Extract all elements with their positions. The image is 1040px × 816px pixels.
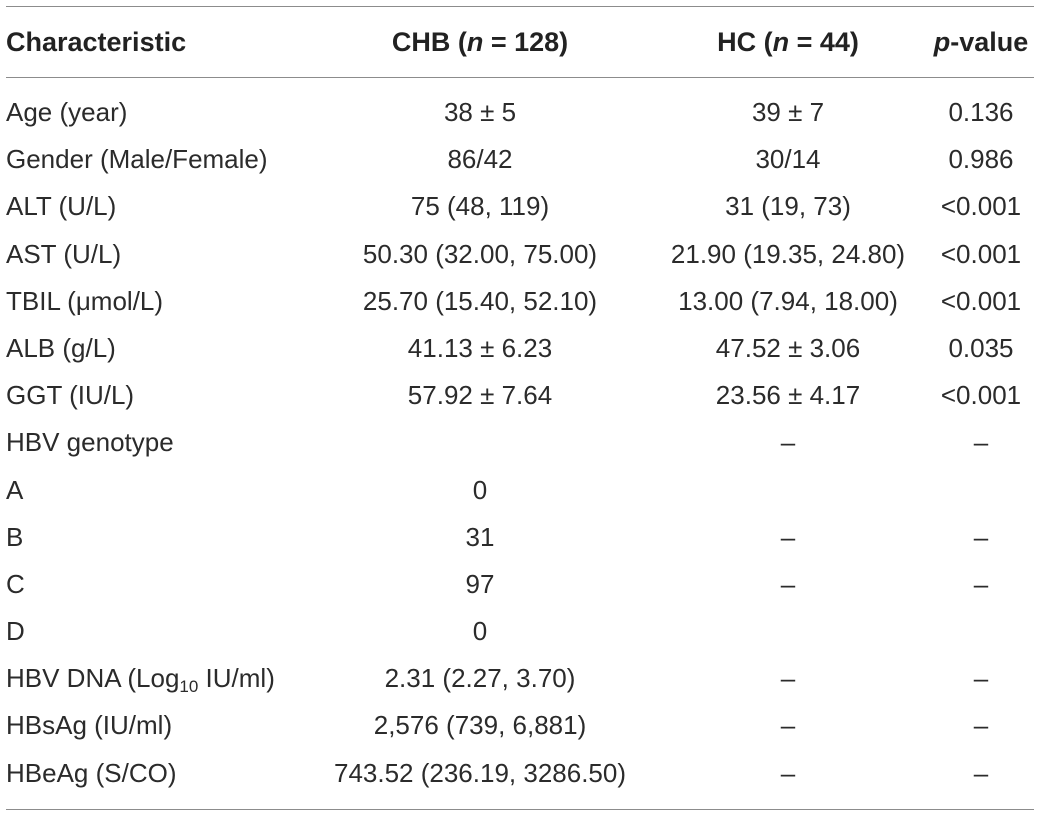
cell-hc: – (780, 663, 796, 694)
cell-characteristic: HBsAg (IU/ml) (6, 710, 173, 741)
header-p-value: p-value (928, 7, 1034, 77)
cell-chb: 743.52 (236.19, 3286.50) (333, 757, 627, 788)
cell-chb: 86/42 (447, 144, 513, 175)
header-hc-prefix: HC ( (717, 27, 773, 57)
header-chb-n: n (466, 27, 484, 57)
table-row: A 0 (0, 467, 1040, 514)
table-row: B 31 – – (0, 514, 1040, 561)
header-chb-prefix: CHB ( (391, 27, 467, 57)
cell-chb: 57.92 ± 7.64 (407, 380, 553, 411)
cell-characteristic-subscript: 10 (179, 677, 199, 697)
table-row: Age (year) 38 ± 5 39 ± 7 0.136 (0, 89, 1040, 136)
cell-hc: – (780, 521, 796, 552)
table-row: C 97 – – (0, 561, 1040, 608)
cell-hc: – (780, 757, 796, 788)
cell-hc (648, 608, 928, 655)
cell-characteristic-suffix: IU/ml) (198, 663, 275, 694)
cell-characteristic: ALT (U/L) (6, 191, 117, 222)
table-row: GGT (IU/L) 57.92 ± 7.64 23.56 ± 4.17 <0.… (0, 372, 1040, 419)
cell-p-value: – (973, 663, 989, 694)
header-hc: HC (n = 44) (648, 7, 928, 77)
table-top-rule (6, 6, 1034, 7)
cell-hc: 21.90 (19.35, 24.80) (670, 238, 906, 269)
cell-p-value: – (973, 521, 989, 552)
cell-characteristic: HBV genotype (6, 427, 174, 458)
cell-hc: 13.00 (7.94, 18.00) (678, 285, 898, 316)
header-characteristic: Characteristic (6, 27, 187, 57)
cell-chb: 0 (472, 616, 488, 647)
table-row: ALT (U/L) 75 (48, 119) 31 (19, 73) <0.00… (0, 183, 1040, 230)
cell-p-value: <0.001 (940, 285, 1022, 316)
cell-chb: 41.13 ± 6.23 (407, 332, 553, 363)
cell-p-value: – (973, 757, 989, 788)
cell-characteristic-prefix: HBV DNA (Log (6, 663, 180, 694)
cell-p-value: – (973, 427, 989, 458)
table-row: AST (U/L) 50.30 (32.00, 75.00) 21.90 (19… (0, 231, 1040, 278)
table-row: HBeAg (S/CO) 743.52 (236.19, 3286.50) – … (0, 750, 1040, 797)
table-header-rule (6, 77, 1034, 78)
cell-characteristic: HBV DNA (Log10 IU/ml) (6, 655, 275, 702)
cell-hc: 30/14 (755, 144, 821, 175)
table-row: D 0 (0, 608, 1040, 655)
cell-hc: 39 ± 7 (751, 97, 825, 127)
cell-p-value: 0.136 (948, 97, 1014, 127)
cell-chb: 2.31 (2.27, 3.70) (384, 663, 576, 694)
cell-hc: 23.56 ± 4.17 (715, 380, 861, 411)
table-row: TBIL (μmol/L) 25.70 (15.40, 52.10) 13.00… (0, 278, 1040, 325)
cell-p-value: <0.001 (940, 238, 1022, 269)
cell-hc: – (780, 710, 796, 741)
table-body: Age (year) 38 ± 5 39 ± 7 0.136 Gender (M… (0, 89, 1040, 797)
table-bottom-rule (6, 809, 1034, 810)
cell-chb: 0 (472, 474, 488, 505)
cell-characteristic: D (6, 616, 25, 647)
cell-chb: 50.30 (32.00, 75.00) (362, 238, 598, 269)
cell-hc: – (780, 568, 796, 599)
cell-p-value (928, 467, 1034, 514)
cell-characteristic: GGT (IU/L) (6, 380, 135, 411)
cell-chb: 38 ± 5 (443, 97, 517, 127)
cell-chb: 97 (465, 568, 495, 599)
header-p-italic: p (933, 27, 951, 57)
header-hc-n: n (772, 27, 790, 57)
cell-characteristic: AST (U/L) (6, 238, 122, 269)
table-row: Gender (Male/Female) 86/42 30/14 0.986 (0, 136, 1040, 183)
cell-p-value: 0.986 (948, 144, 1014, 175)
cell-characteristic: Age (year) (6, 97, 128, 127)
cell-hc: – (780, 427, 796, 458)
table-row: HBV genotype – – (0, 419, 1040, 466)
cell-characteristic: C (6, 568, 25, 599)
cell-characteristic: TBIL (μmol/L) (6, 285, 164, 316)
cell-characteristic: ALB (g/L) (6, 332, 116, 363)
cell-chb: 2,576 (739, 6,881) (373, 710, 587, 741)
table-row: HBsAg (IU/ml) 2,576 (739, 6,881) – – (0, 702, 1040, 749)
cell-p-value: – (973, 568, 989, 599)
cell-characteristic: Gender (Male/Female) (6, 144, 268, 175)
header-chb: CHB (n = 128) (310, 7, 650, 77)
cell-p-value: 0.035 (948, 332, 1014, 363)
cell-characteristic: HBeAg (S/CO) (6, 757, 177, 788)
cell-chb: 31 (465, 521, 495, 552)
cell-hc (648, 467, 928, 514)
cell-p-value (928, 608, 1034, 655)
cell-characteristic: A (6, 474, 24, 505)
header-chb-suffix: = 128) (483, 27, 569, 57)
cell-chb (310, 419, 650, 466)
header-hc-suffix: = 44) (789, 27, 859, 57)
cell-p-value: <0.001 (940, 191, 1022, 222)
table-row: ALB (g/L) 41.13 ± 6.23 47.52 ± 3.06 0.03… (0, 325, 1040, 372)
table-header-row: Characteristic CHB (n = 128) HC (n = 44)… (0, 7, 1040, 77)
cell-characteristic: B (6, 521, 24, 552)
cell-p-value: – (973, 710, 989, 741)
table-row: HBV DNA (Log10 IU/ml) 2.31 (2.27, 3.70) … (0, 655, 1040, 702)
cell-p-value: <0.001 (940, 380, 1022, 411)
cell-hc: 31 (19, 73) (725, 191, 851, 222)
cell-hc: 47.52 ± 3.06 (715, 332, 861, 363)
header-p-suffix: -value (950, 27, 1029, 57)
cell-chb: 75 (48, 119) (410, 191, 550, 222)
cell-chb: 25.70 (15.40, 52.10) (362, 285, 598, 316)
